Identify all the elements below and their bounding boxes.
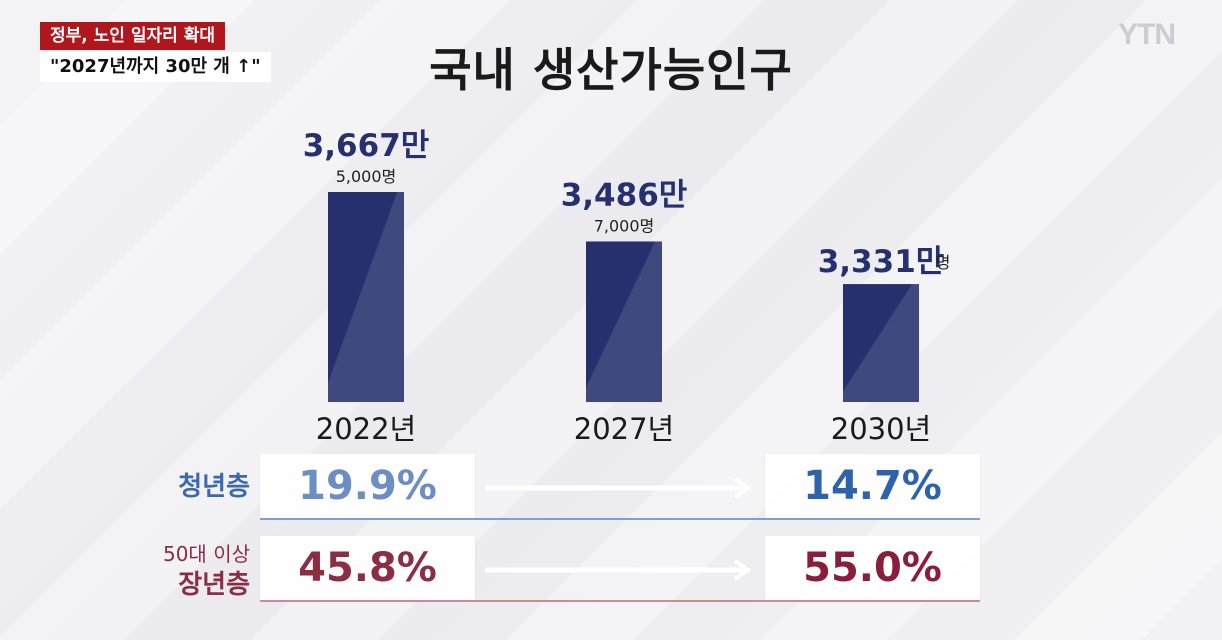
bar-shine-2027 [586,241,662,402]
youth-arrow-icon [485,478,752,498]
senior-2022-value: 45.8% [260,536,475,600]
senior-row: 50대 이상 장년층 45.8% 55.0% [150,536,990,602]
news-caption-quote: "2027년까지 30만 개 ↑" [40,52,271,82]
value-sublabel-2027: 7,000명 [594,216,655,235]
youth-label: 청년층 [178,472,250,502]
value-sublabel-2030: 명 [936,253,951,272]
value-label-2027: 3,486만 [561,177,688,213]
bar-chart: 3,667만 5,000명 2022년 3,486만 7,000명 2027년 3,331만… [303,128,951,446]
youth-2030-value: 14.7% [765,454,980,518]
news-caption-headline: 정부, 노인 일자리 확대 [40,22,225,50]
senior-2030-value: 55.0% [765,536,980,600]
youth-2022-value: 19.9% [260,454,475,518]
value-label-2030: 3,331만 [818,244,945,280]
bar-shine-2022 [328,192,404,402]
category-label-2027: 2027년 [574,412,674,446]
chart-title: 국내 생산가능인구 [429,43,793,97]
youth-underline [260,518,980,520]
youth-row: 청년층 19.9% 14.7% [150,454,990,520]
category-label-2030: 2030년 [831,412,931,446]
value-label-2022: 3,667만 [303,128,430,164]
senior-underline [260,600,980,602]
senior-label: 장년층 [178,570,250,600]
senior-label-age: 50대 이상 [162,542,250,566]
senior-arrow-icon [485,560,752,580]
category-label-2022: 2022년 [316,412,416,446]
broadcaster-logo: YTN [1118,18,1176,51]
bar-shine-2030 [843,284,919,402]
value-sublabel-2022: 5,000명 [336,167,397,186]
